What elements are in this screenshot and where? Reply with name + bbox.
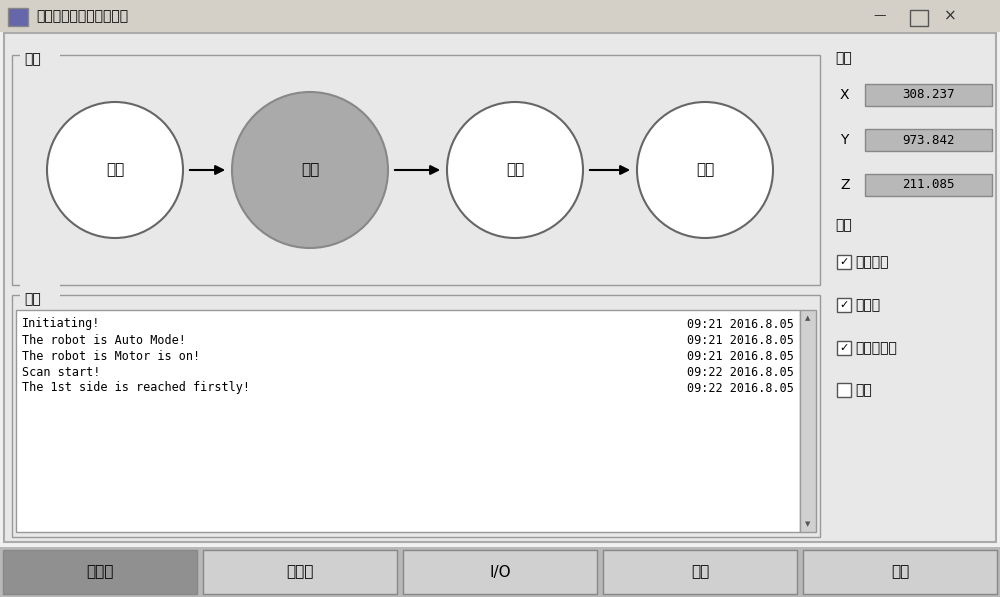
Text: 机器人: 机器人 <box>855 298 880 312</box>
FancyBboxPatch shape <box>20 39 60 57</box>
Text: 执行: 执行 <box>506 162 524 177</box>
Text: 扫描: 扫描 <box>301 162 319 177</box>
Text: ▼: ▼ <box>805 521 811 527</box>
FancyBboxPatch shape <box>837 383 851 397</box>
Text: 开始: 开始 <box>106 162 124 177</box>
Ellipse shape <box>447 102 583 238</box>
Text: ✓: ✓ <box>839 257 849 267</box>
Text: 报警: 报警 <box>855 383 872 397</box>
Text: 退出: 退出 <box>891 565 909 580</box>
Text: 信息: 信息 <box>24 292 41 306</box>
Text: The robot is Motor is on!: The robot is Motor is on! <box>22 349 200 362</box>
Text: 09:21 2016.8.05: 09:21 2016.8.05 <box>687 318 794 331</box>
Text: Y: Y <box>840 133 848 147</box>
FancyBboxPatch shape <box>403 550 597 594</box>
Text: 状态: 状态 <box>835 218 852 232</box>
Text: 系统运行: 系统运行 <box>855 255 889 269</box>
Text: 09:21 2016.8.05: 09:21 2016.8.05 <box>687 334 794 346</box>
FancyBboxPatch shape <box>0 0 1000 32</box>
Text: Z: Z <box>840 178 850 192</box>
Text: Initiating!: Initiating! <box>22 318 100 331</box>
FancyBboxPatch shape <box>3 550 197 594</box>
FancyBboxPatch shape <box>4 33 996 542</box>
Text: ✓: ✓ <box>839 343 849 353</box>
Text: I/O: I/O <box>489 565 511 580</box>
Text: 211.085: 211.085 <box>902 179 955 192</box>
Text: 测距传感器: 测距传感器 <box>855 341 897 355</box>
FancyBboxPatch shape <box>12 295 820 537</box>
Text: 09:21 2016.8.05: 09:21 2016.8.05 <box>687 349 794 362</box>
Text: 973.842: 973.842 <box>902 134 955 146</box>
Text: 结束: 结束 <box>696 162 714 177</box>
Text: Scan start!: Scan start! <box>22 365 100 378</box>
FancyBboxPatch shape <box>865 84 992 106</box>
Text: 09:22 2016.8.05: 09:22 2016.8.05 <box>687 365 794 378</box>
Text: The 1st side is reached firstly!: The 1st side is reached firstly! <box>22 381 250 395</box>
FancyBboxPatch shape <box>0 547 1000 597</box>
FancyBboxPatch shape <box>803 550 997 594</box>
Text: 运行: 运行 <box>24 52 41 66</box>
Text: 位置: 位置 <box>835 51 852 65</box>
Text: ×: × <box>944 8 956 23</box>
Ellipse shape <box>47 102 183 238</box>
Ellipse shape <box>232 92 388 248</box>
FancyBboxPatch shape <box>12 55 820 285</box>
Ellipse shape <box>637 102 773 238</box>
FancyBboxPatch shape <box>800 310 816 532</box>
Text: 船体分段机器人焊接系统: 船体分段机器人焊接系统 <box>36 9 128 23</box>
Text: 机器人: 机器人 <box>286 565 314 580</box>
FancyBboxPatch shape <box>203 550 397 594</box>
FancyBboxPatch shape <box>865 174 992 196</box>
Text: 参数: 参数 <box>691 565 709 580</box>
Text: 09:22 2016.8.05: 09:22 2016.8.05 <box>687 381 794 395</box>
FancyBboxPatch shape <box>837 255 851 269</box>
Text: ▲: ▲ <box>805 315 811 321</box>
FancyBboxPatch shape <box>16 310 800 532</box>
Text: X: X <box>840 88 850 102</box>
FancyBboxPatch shape <box>20 279 60 297</box>
FancyBboxPatch shape <box>837 298 851 312</box>
Text: The robot is Auto Mode!: The robot is Auto Mode! <box>22 334 186 346</box>
FancyBboxPatch shape <box>8 8 28 26</box>
FancyBboxPatch shape <box>865 129 992 151</box>
Text: 308.237: 308.237 <box>902 88 955 101</box>
FancyBboxPatch shape <box>837 341 851 355</box>
FancyBboxPatch shape <box>603 550 797 594</box>
Text: ✓: ✓ <box>839 300 849 310</box>
Text: 主界面: 主界面 <box>86 565 114 580</box>
Text: —: — <box>874 10 886 23</box>
